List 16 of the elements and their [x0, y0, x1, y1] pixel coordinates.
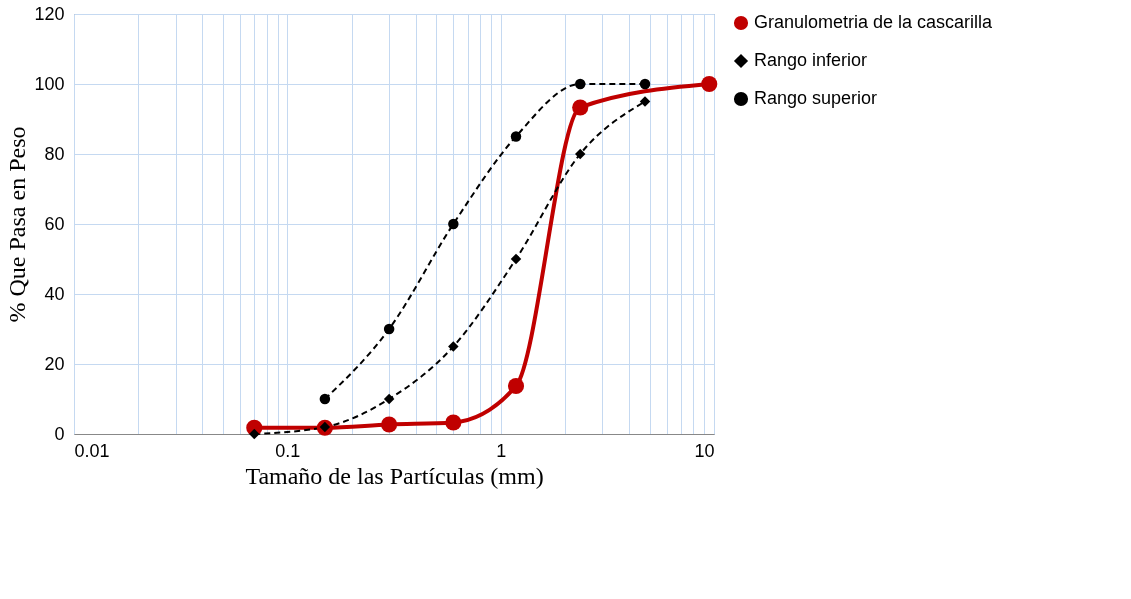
y-tick-label: 80	[44, 143, 65, 164]
x-tick-label: 10	[694, 440, 715, 461]
y-axis-title: % Que Pasa en Peso	[4, 126, 31, 323]
y-tick-label: 20	[44, 353, 65, 374]
x-tick-label: 0.01	[74, 440, 110, 461]
y-tick-label: 120	[34, 3, 65, 24]
legend-label: Rango inferior	[754, 50, 868, 70]
x-tick-label: 0.1	[275, 440, 301, 461]
y-tick-label: 0	[54, 423, 65, 444]
y-tick-label: 100	[34, 73, 65, 94]
y-tick-label: 60	[44, 213, 65, 234]
y-tick-label: 40	[44, 283, 65, 304]
legend-label: Rango superior	[754, 88, 878, 108]
x-tick-label: 1	[496, 440, 507, 461]
legend-label: Granulometria de la cascarilla	[754, 12, 994, 32]
x-axis-title: Tamaño de las Partículas (mm)	[245, 462, 544, 489]
